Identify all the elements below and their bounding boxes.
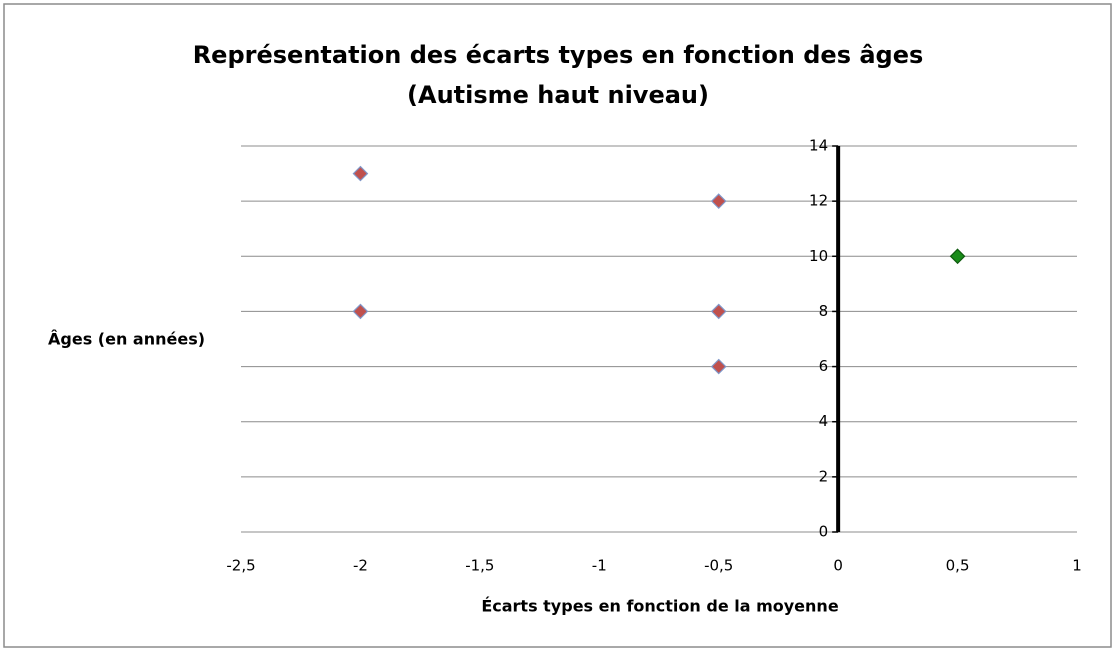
- x-tick-label: 1: [1072, 557, 1082, 575]
- chart-subtitle: (Autisme haut niveau): [407, 81, 709, 109]
- x-tick-label: -0,5: [704, 557, 733, 575]
- y-tick-label: 8: [819, 302, 829, 320]
- point: [352, 165, 369, 182]
- y-tick-label: 0: [819, 523, 829, 541]
- point: [949, 248, 966, 265]
- y-tick-label: 4: [819, 412, 829, 430]
- x-tick-label: -2: [353, 557, 368, 575]
- point: [710, 358, 727, 375]
- chart-title: Représentation des écarts types en fonct…: [193, 41, 924, 69]
- y-tick-label: 12: [809, 192, 828, 210]
- x-axis-label: Écarts types en fonction de la moyenne: [481, 597, 839, 616]
- point: [352, 303, 369, 320]
- y-tick-label: 14: [809, 137, 828, 155]
- y-axis-label: Âges (en années): [48, 330, 205, 349]
- x-tick-label: -1,5: [465, 557, 494, 575]
- x-tick-label: 0,5: [946, 557, 970, 575]
- point: [710, 303, 727, 320]
- x-tick-label: -1: [592, 557, 607, 575]
- y-tick-label: 6: [819, 357, 829, 375]
- point: [710, 193, 727, 209]
- y-tick-label: 10: [809, 247, 828, 265]
- x-tick-label: 0: [833, 557, 843, 575]
- y-tick-label: 2: [819, 467, 829, 485]
- chart-frame: [3, 3, 1112, 648]
- x-tick-label: -2,5: [226, 557, 255, 575]
